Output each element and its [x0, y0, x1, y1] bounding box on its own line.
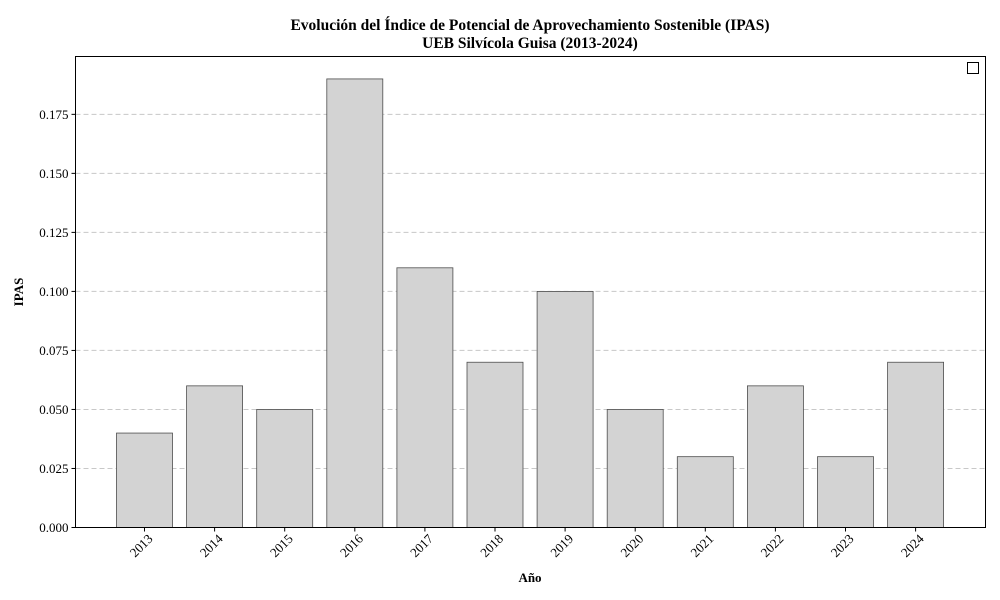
y-tick-label: 0.150 [39, 166, 68, 181]
x-tick-label: 2016 [337, 531, 366, 560]
x-tick-label: 2017 [407, 531, 436, 560]
x-tick-label: 2023 [828, 531, 857, 560]
bar-2024 [887, 361, 944, 528]
x-tick-label: 2020 [617, 531, 646, 560]
y-axis-label: IPAS [11, 278, 26, 307]
plot-frame [75, 56, 986, 528]
bar-2017 [396, 267, 454, 528]
bar-2022 [747, 385, 804, 528]
y-tick-label: 0.175 [39, 107, 68, 122]
bar-2023 [817, 456, 874, 528]
bar-2019 [536, 291, 594, 528]
x-tick-label: 2015 [267, 531, 296, 560]
y-tick-label: 0.075 [39, 343, 68, 358]
bar-2016 [326, 78, 384, 528]
bar-2018 [466, 361, 524, 528]
x-tick-label: 2019 [547, 531, 576, 560]
y-tick-label: 0.025 [39, 461, 68, 476]
chart-subtitle: UEB Silvícola Guisa (2013-2024) [422, 35, 638, 52]
bar-2015 [256, 409, 314, 528]
chart-title: Evolución del Índice de Potencial de Apr… [290, 17, 769, 34]
y-axis-ticks: 0.000 0.025 0.050 0.075 0.100 0.125 0.150 0.175 [39, 107, 76, 535]
y-tick-label: 0.000 [39, 520, 68, 535]
y-tick-label: 0.100 [39, 284, 68, 299]
x-tick-label: 2024 [898, 531, 927, 560]
bar-2020 [606, 409, 664, 528]
y-tick-label: 0.125 [39, 225, 68, 240]
bar-2013 [116, 432, 173, 528]
y-tick-label: 0.050 [39, 402, 68, 417]
bar-2021 [676, 456, 734, 528]
x-tick-label: 2021 [687, 531, 716, 560]
x-tick-label: 2022 [758, 531, 787, 560]
x-tick-label: 2014 [197, 531, 226, 560]
x-tick-label: 2018 [477, 531, 506, 560]
bars [116, 78, 944, 528]
x-tick-label: 2013 [127, 531, 156, 560]
x-axis-ticks: 2013 2014 2015 2016 2017 2018 2019 2020 2021 2022… [127, 527, 927, 560]
x-axis-label: Año [518, 570, 541, 585]
legend-box [967, 62, 979, 74]
bar-2014 [186, 385, 244, 528]
